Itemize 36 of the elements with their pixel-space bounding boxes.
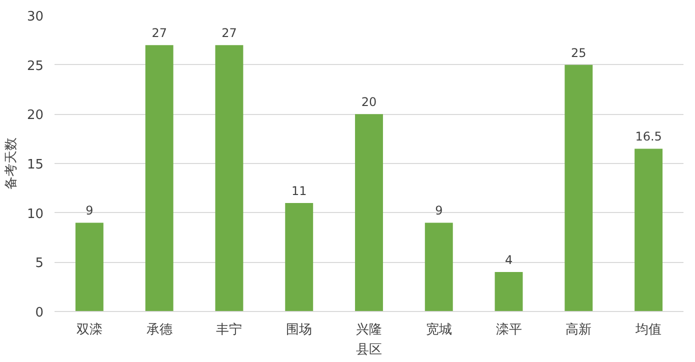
- bar: [215, 45, 244, 312]
- data-label: 11: [291, 184, 307, 198]
- bar: [634, 148, 663, 312]
- y-tick-label: 15: [26, 158, 44, 172]
- x-tick-label: 滦平: [496, 322, 522, 338]
- bar: [75, 222, 104, 312]
- y-axis-title: 备考天数: [4, 138, 19, 190]
- x-tick-label: 高新: [566, 322, 592, 338]
- data-label: 16.5: [635, 130, 662, 144]
- data-label: 4: [504, 253, 513, 268]
- x-tick-label: 兴隆: [356, 322, 382, 338]
- y-tick-label: 25: [26, 58, 44, 74]
- x-tick-label: 围场: [286, 322, 312, 338]
- data-label: 27: [222, 26, 237, 40]
- data-label: 20: [361, 95, 377, 110]
- x-tick-label: 均值: [634, 322, 662, 338]
- data-label: 9: [435, 204, 443, 218]
- bar: [145, 45, 174, 312]
- data-label: 9: [86, 204, 94, 218]
- bar: [564, 64, 593, 312]
- data-label: 27: [152, 26, 167, 40]
- bar: [494, 272, 523, 312]
- x-tick-label: 承德: [146, 322, 172, 338]
- data-label: 25: [571, 46, 586, 60]
- y-tick-label: 0: [35, 306, 44, 320]
- bar: [285, 202, 314, 312]
- x-tick-label: 丰宁: [216, 322, 242, 338]
- y-tick-label: 5: [35, 256, 44, 272]
- x-tick-label: 双滦: [76, 322, 102, 338]
- bar: [355, 114, 383, 312]
- y-tick-label: 10: [26, 206, 44, 222]
- y-tick-label: 20: [26, 108, 44, 124]
- y-tick-label: 30: [26, 10, 44, 24]
- x-axis-title: 县区: [356, 342, 382, 358]
- x-tick-label: 宽城: [426, 322, 452, 338]
- bar: [424, 222, 453, 312]
